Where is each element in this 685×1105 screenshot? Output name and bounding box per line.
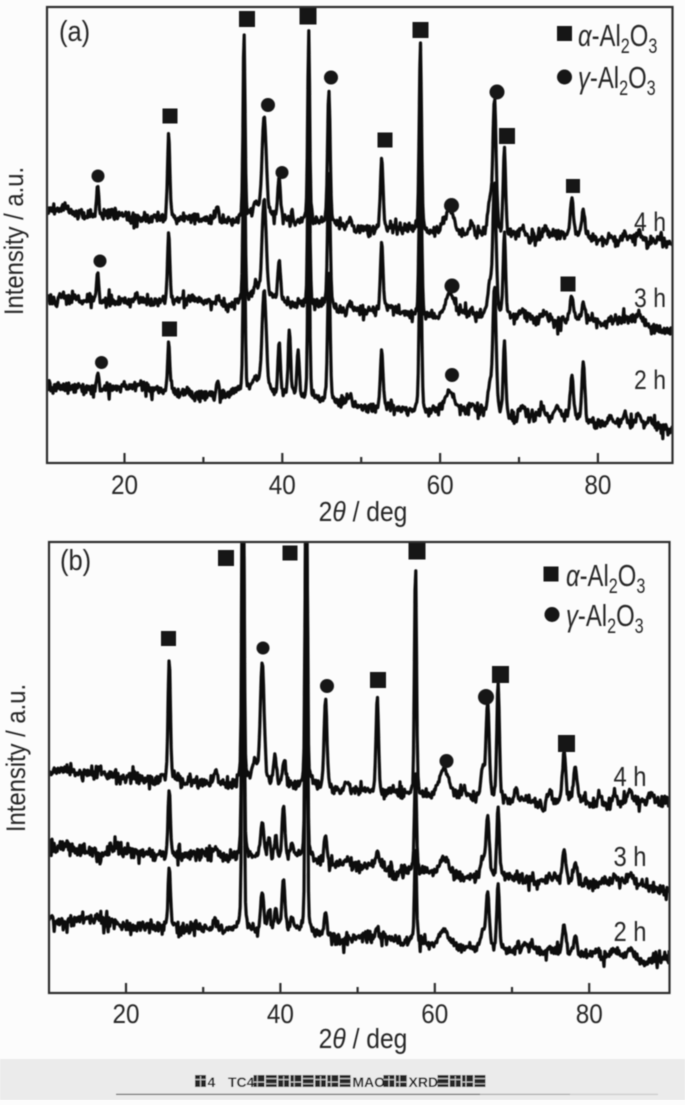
svg-text:60: 60 — [421, 1000, 448, 1029]
svg-text:4 h: 4 h — [634, 207, 666, 237]
svg-text:3 h: 3 h — [613, 840, 646, 872]
svg-text:80: 80 — [576, 1000, 603, 1029]
svg-text:γ-Al2O3: γ-Al2O3 — [566, 598, 644, 637]
svg-text:TC4: TC4 — [228, 1074, 255, 1090]
svg-text:4 h: 4 h — [613, 760, 646, 792]
svg-text:α-Al2O3: α-Al2O3 — [578, 18, 657, 57]
svg-text:2 h: 2 h — [613, 915, 646, 947]
svg-text:20: 20 — [112, 1000, 139, 1029]
svg-text:2 h: 2 h — [634, 365, 666, 395]
svg-text:Intensity / a.u.: Intensity / a.u. — [2, 684, 31, 832]
svg-text:XRD: XRD — [409, 1074, 439, 1090]
svg-text:60: 60 — [427, 471, 454, 500]
svg-text:2θ / deg: 2θ / deg — [319, 496, 408, 528]
svg-text:80: 80 — [584, 471, 611, 500]
svg-text:4: 4 — [208, 1074, 216, 1090]
svg-text:Intensity / a.u.: Intensity / a.u. — [0, 167, 29, 315]
svg-text:40: 40 — [267, 1000, 294, 1029]
svg-text:γ-Al2O3: γ-Al2O3 — [578, 60, 656, 99]
svg-text:(a): (a) — [59, 14, 90, 47]
svg-text:α-Al2O3: α-Al2O3 — [566, 558, 645, 597]
svg-text:MAO: MAO — [352, 1074, 385, 1090]
svg-text:2θ / deg: 2θ / deg — [319, 1023, 408, 1055]
svg-text:40: 40 — [269, 471, 296, 500]
svg-text:3 h: 3 h — [634, 283, 666, 313]
svg-text:(b): (b) — [60, 543, 91, 576]
svg-text:20: 20 — [111, 471, 138, 500]
